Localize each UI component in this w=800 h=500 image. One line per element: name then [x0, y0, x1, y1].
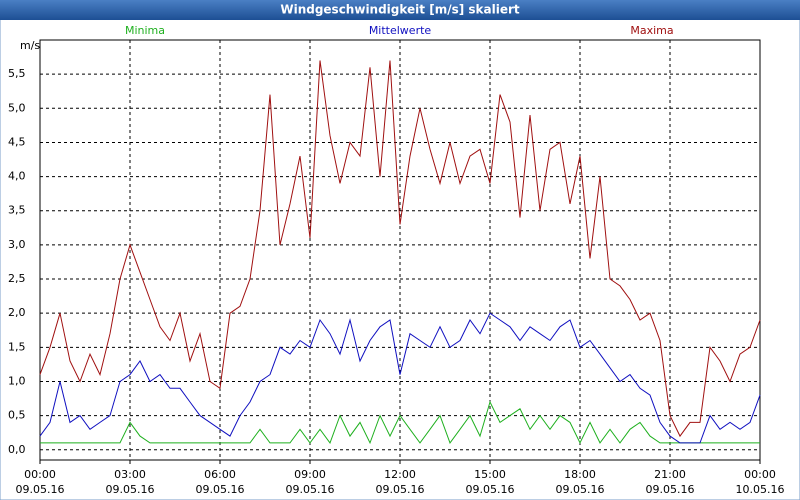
x-tick-label: 09.05.16: [646, 483, 695, 496]
y-unit: m/s: [20, 39, 40, 52]
x-tick-label: 15:00: [474, 468, 506, 481]
x-tick-label: 09:00: [294, 468, 326, 481]
x-tick-label: 21:00: [654, 468, 686, 481]
x-tick-label: 09.05.16: [466, 483, 515, 496]
y-tick-label: 0,5: [8, 409, 26, 422]
x-tick-label: 09.05.16: [196, 483, 245, 496]
series-line: [39, 312, 761, 444]
legend-label: Mittelwerte: [369, 24, 432, 37]
y-tick-label: 1,0: [8, 374, 26, 387]
x-tick-label: 00:00: [24, 468, 56, 481]
x-tick-label: 06:00: [204, 468, 236, 481]
legend-label: Maxima: [630, 24, 673, 37]
x-tick-label: 09.05.16: [286, 483, 335, 496]
y-tick-label: 4,0: [8, 170, 26, 183]
x-tick-label: 09.05.16: [556, 483, 605, 496]
y-tick-label: 3,5: [8, 204, 26, 217]
x-tick-label: 09.05.16: [16, 483, 65, 496]
y-tick-label: 4,5: [8, 135, 26, 148]
y-tick-label: 0,0: [8, 443, 26, 456]
y-tick-label: 3,0: [8, 238, 26, 251]
chart-title: Windgeschwindigkeit [m/s] skaliert: [280, 3, 520, 17]
y-tick-label: 5,5: [8, 67, 26, 80]
x-tick-label: 09.05.16: [106, 483, 155, 496]
series-line: [39, 60, 761, 438]
x-tick-label: 03:00: [114, 468, 146, 481]
x-tick-label: 09.05.16: [376, 483, 425, 496]
x-tick-label: 00:00: [744, 468, 776, 481]
x-tick-label: 12:00: [384, 468, 416, 481]
x-tick-label: 10.05.16: [736, 483, 785, 496]
y-tick-label: 5,0: [8, 101, 26, 114]
legend-label: Minima: [125, 24, 165, 37]
x-tick-label: 18:00: [564, 468, 596, 481]
y-tick-label: 2,5: [8, 272, 26, 285]
y-tick-label: 2,0: [8, 306, 26, 319]
series-line: [40, 400, 760, 445]
y-tick-label: 1,5: [8, 340, 26, 353]
title-bar: [0, 0, 800, 20]
